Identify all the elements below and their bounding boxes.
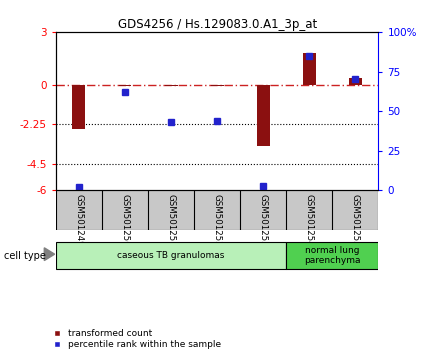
Text: GSM501250: GSM501250	[120, 194, 129, 246]
Bar	[257, 85, 270, 147]
Polygon shape	[44, 248, 55, 261]
Text: GSM501249: GSM501249	[74, 194, 83, 246]
Text: GSM501253: GSM501253	[259, 194, 268, 246]
Text: GSM501251: GSM501251	[166, 194, 175, 246]
Bar	[211, 85, 224, 86]
Text: caseous TB granulomas: caseous TB granulomas	[117, 251, 225, 260]
Bar	[119, 85, 132, 86]
Title: GDS4256 / Hs.129083.0.A1_3p_at: GDS4256 / Hs.129083.0.A1_3p_at	[117, 18, 317, 31]
Text: cell type: cell type	[4, 251, 46, 261]
Text: GSM501254: GSM501254	[305, 194, 314, 246]
Text: normal lung
parenchyma: normal lung parenchyma	[304, 246, 361, 266]
FancyBboxPatch shape	[286, 242, 378, 269]
FancyBboxPatch shape	[56, 242, 286, 269]
Legend: transformed count, percentile rank within the sample: transformed count, percentile rank withi…	[47, 329, 221, 349]
Bar	[349, 78, 362, 85]
Bar	[165, 85, 178, 86]
Bar	[73, 85, 86, 129]
Bar	[303, 53, 316, 85]
Text: GSM501252: GSM501252	[213, 194, 221, 246]
Text: GSM501255: GSM501255	[351, 194, 360, 246]
